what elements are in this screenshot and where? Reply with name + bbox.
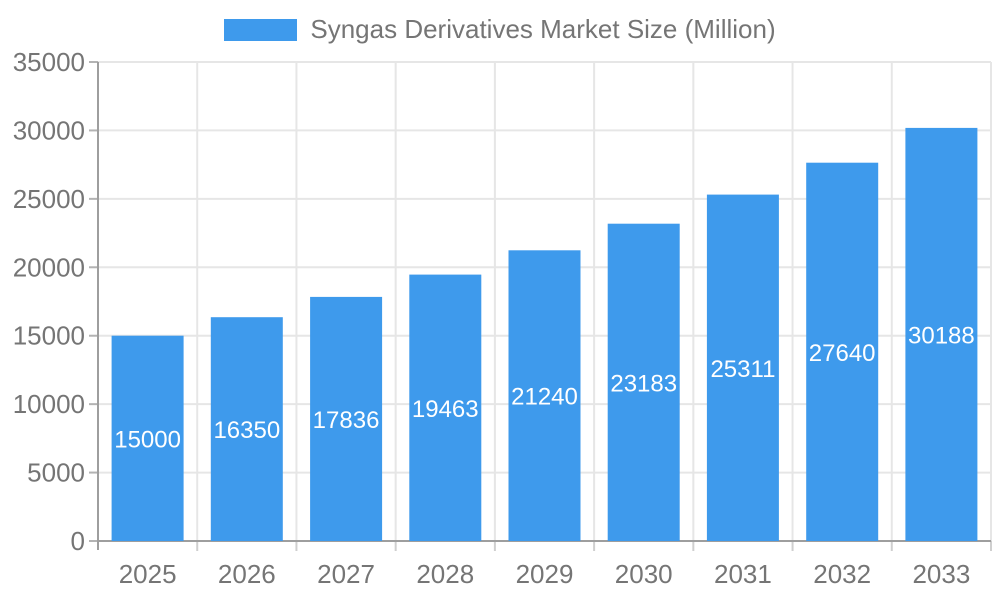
y-axis-label: 30000: [13, 115, 85, 145]
y-axis-label: 0: [71, 526, 85, 556]
bar-2031[interactable]: [706, 194, 779, 541]
y-axis-label: 15000: [13, 321, 85, 351]
x-axis-label: 2032: [813, 559, 871, 589]
bar-value-label: 23183: [610, 370, 677, 397]
x-axis-label: 2033: [912, 559, 970, 589]
x-axis-label: 2031: [714, 559, 772, 589]
bar-value-label: 15000: [114, 426, 181, 453]
y-axis-label: 25000: [13, 184, 85, 214]
bar-2030[interactable]: [607, 223, 680, 541]
x-axis-label: 2028: [416, 559, 474, 589]
bar-2033[interactable]: [905, 127, 978, 542]
legend: Syngas Derivatives Market Size (Million): [0, 14, 1000, 45]
bar-value-label: 25311: [710, 356, 775, 383]
y-axis-label: 20000: [13, 252, 85, 282]
bar-value-label: 19463: [412, 396, 479, 423]
bar-2028[interactable]: [409, 274, 482, 541]
y-axis-label: 10000: [13, 389, 85, 419]
y-axis-label: 35000: [13, 47, 85, 77]
y-axis-label: 5000: [27, 458, 85, 488]
bar-2029[interactable]: [508, 250, 581, 542]
legend-swatch[interactable]: [224, 18, 298, 41]
bar-value-label: 27640: [809, 340, 876, 367]
x-axis-label: 2025: [119, 559, 177, 589]
x-axis-label: 2030: [615, 559, 673, 589]
x-axis-label: 2029: [516, 559, 574, 589]
x-axis-label: 2026: [218, 559, 276, 589]
bar-2027[interactable]: [310, 296, 383, 541]
bar-value-label: 21240: [511, 384, 578, 411]
x-axis-label: 2027: [317, 559, 375, 589]
bar-value-label: 17836: [313, 407, 380, 434]
bar-2026[interactable]: [210, 317, 283, 541]
bar-2032[interactable]: [806, 162, 879, 541]
bar-value-label: 16350: [213, 417, 280, 444]
bar-value-label: 30188: [908, 322, 975, 349]
bar-2025[interactable]: [111, 335, 184, 541]
legend-label[interactable]: Syngas Derivatives Market Size (Million): [310, 14, 776, 44]
